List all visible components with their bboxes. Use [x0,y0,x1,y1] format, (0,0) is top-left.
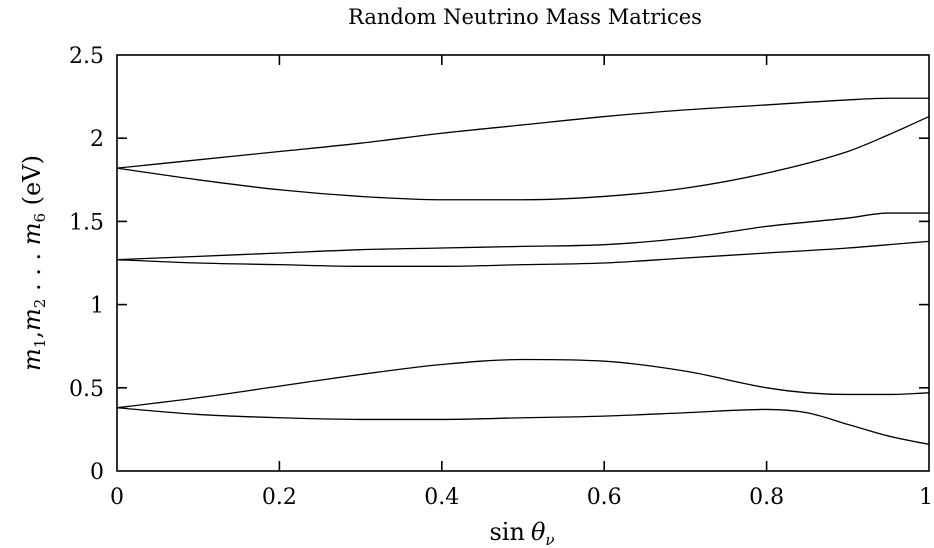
x-tick-label: 0 [110,485,124,510]
series-line-3 [116,212,929,261]
y-tick-label: 2 [90,127,104,152]
x-tick-label: 0.4 [424,485,459,510]
x-tick-label: 0.2 [262,485,297,510]
y-tick-label: 1 [90,294,104,319]
y-tick-label: 1.5 [69,210,104,235]
x-tick-label: 1 [919,485,933,510]
tick-layer: 0 0.2 0.4 0.6 0.8 1 0 0.5 1 1.5 2 2.5 [69,44,933,510]
y-tick-label: 0.5 [69,377,104,402]
y-tick-label: 2.5 [69,44,104,69]
series-line-5 [116,358,930,409]
series-line-4 [116,240,930,267]
y-tick-label: 0 [90,460,104,485]
x-tick-label: 0.8 [749,485,784,510]
series-line-2 [116,115,930,201]
x-tick-label: 0.6 [587,485,622,510]
x-axis-label: sin θν [489,518,554,548]
series-line-6 [116,407,930,446]
series-layer [116,97,930,446]
series-line-1 [116,97,929,169]
chart-title: Random Neutrino Mass Matrices [348,5,702,29]
y-axis-label: m1,m2 . . . m6 (eV) [18,155,49,371]
plot-frame [116,54,930,472]
